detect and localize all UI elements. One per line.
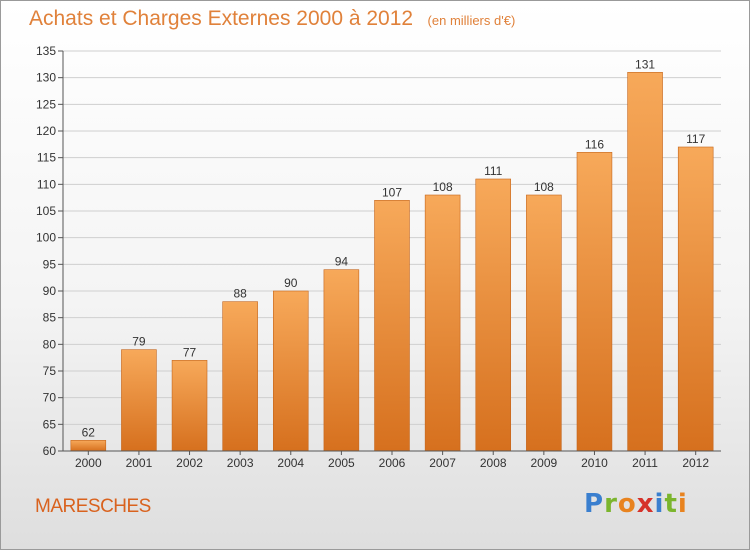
bar <box>273 290 309 452</box>
x-tick-label: 2010 <box>581 456 608 470</box>
bar <box>222 301 258 452</box>
y-tick-label: 90 <box>43 284 57 298</box>
commune-name: MARESCHES <box>35 496 151 517</box>
bars <box>70 72 714 452</box>
bar <box>121 349 157 452</box>
x-tick-label: 2012 <box>682 456 709 470</box>
bar <box>171 360 208 452</box>
logo-letter: i <box>654 489 665 519</box>
proxiti-logo[interactable]: Proxiti <box>584 489 688 519</box>
logo-letter: o <box>617 489 637 519</box>
x-tick-label: 2009 <box>530 456 557 470</box>
y-tick-label: 75 <box>43 364 57 378</box>
bar <box>424 194 461 452</box>
bar <box>677 146 714 452</box>
axes: 60 65 70 75 80 85 90 95 100 105 110 115 120 125 130 135… <box>36 44 721 470</box>
data-label: 94 <box>335 255 349 269</box>
y-tick-label: 125 <box>36 97 56 111</box>
y-tick-label: 110 <box>37 177 56 191</box>
data-label: 77 <box>183 345 197 359</box>
x-tick-label: 2006 <box>379 456 406 470</box>
x-tick-label: 2007 <box>429 456 456 470</box>
y-tick-label: 105 <box>36 204 56 218</box>
data-label: 117 <box>686 132 705 146</box>
data-label: 108 <box>534 180 554 194</box>
x-tick-label: 2008 <box>480 456 507 470</box>
data-label: 107 <box>382 185 402 199</box>
logo-letter: P <box>584 489 605 519</box>
bar <box>475 178 511 452</box>
y-tick-label: 130 <box>36 71 56 85</box>
data-label: 88 <box>233 287 247 301</box>
bar <box>627 72 663 452</box>
bar <box>323 269 360 452</box>
bar <box>374 200 410 452</box>
bar <box>70 440 107 452</box>
logo-letter: r <box>604 489 618 519</box>
y-tick-label: 65 <box>43 417 57 431</box>
x-tick-label: 2003 <box>227 456 254 470</box>
y-tick-label: 115 <box>37 151 56 165</box>
y-tick-label: 60 <box>43 444 57 458</box>
logo-letter: t <box>664 489 678 519</box>
data-label: 111 <box>484 164 503 178</box>
x-tick-label: 2001 <box>126 456 153 470</box>
data-label: 62 <box>82 425 96 439</box>
x-tick-label: 2005 <box>328 456 355 470</box>
data-labels: 62 79 77 88 90 94 107 108 111 108 116 131 117 <box>82 57 706 439</box>
y-tick-label: 100 <box>36 231 56 245</box>
y-tick-label: 95 <box>43 257 57 271</box>
x-tick-label: 2004 <box>277 456 304 470</box>
x-tick-label: 2002 <box>176 456 203 470</box>
y-tick-label: 70 <box>43 391 57 405</box>
logo-letter: x <box>636 489 655 519</box>
bar <box>526 194 562 452</box>
data-label: 90 <box>284 276 298 290</box>
data-label: 131 <box>635 57 655 71</box>
data-label: 79 <box>132 335 146 349</box>
chart-subtitle: (en milliers d'€) <box>427 13 516 28</box>
data-label: 108 <box>433 180 453 194</box>
logo-letter: i <box>677 489 688 519</box>
bar <box>576 152 613 452</box>
chart-title: Achats et Charges Externes 2000 à 2012 <box>29 7 414 30</box>
title-row: Achats et Charges Externes 2000 à 2012 (… <box>29 7 515 31</box>
y-tick-label: 120 <box>36 124 56 138</box>
x-tick-label: 2011 <box>632 456 658 470</box>
y-tick-label: 85 <box>43 311 57 325</box>
data-label: 116 <box>585 137 604 151</box>
y-tick-label: 135 <box>36 44 56 58</box>
y-tick-label: 80 <box>43 337 57 351</box>
x-tick-label: 2000 <box>75 456 102 470</box>
